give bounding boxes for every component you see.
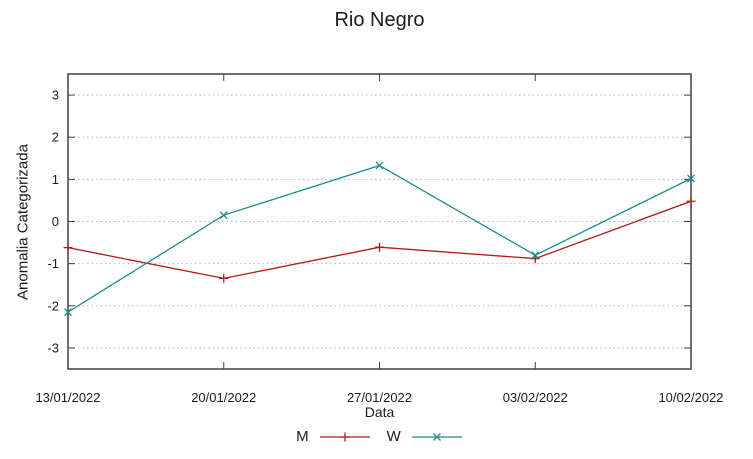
legend-label-w: W: [386, 428, 401, 445]
series-m-marker: [375, 242, 384, 252]
x-tick-label: 03/02/2022: [503, 390, 568, 405]
x-tick-label: 13/01/2022: [35, 390, 100, 405]
legend-sample-marker: [340, 432, 350, 441]
legend-label-m: M: [296, 428, 309, 445]
legend-sample-m-icon: [319, 432, 370, 441]
series-m-marker: [686, 196, 696, 206]
chart-title: Rio Negro: [334, 9, 425, 31]
y-tick-label: -3: [47, 340, 59, 355]
legend-item-w: W: [387, 428, 463, 445]
series-w-marker: [531, 251, 540, 260]
series-w-marker: [219, 211, 228, 220]
series-m-marker: [63, 243, 73, 253]
series-w-marker: [64, 308, 72, 317]
legend-sample-marker: [432, 432, 441, 441]
x-tick-label: 27/01/2022: [347, 390, 412, 405]
series-m-marker: [219, 273, 229, 283]
plot-frame: [67, 73, 692, 370]
legend: M W: [3, 428, 753, 445]
y-tick-label: 3: [52, 88, 59, 103]
series-w-marker: [687, 174, 695, 183]
x-axis-title: Data: [364, 404, 395, 420]
y-tick-label: -2: [47, 298, 59, 313]
series-w-marker: [375, 161, 384, 170]
legend-item-m: M: [296, 428, 371, 445]
series-w-line: [67, 164, 692, 313]
legend-sample-w-icon: [411, 432, 462, 441]
y-tick-label: 0: [52, 214, 59, 229]
x-tick-label: 10/02/2022: [658, 390, 723, 405]
series-m-line: [67, 200, 692, 280]
y-tick-label: -1: [47, 256, 59, 271]
x-tick-label: 20/01/2022: [191, 390, 256, 405]
y-tick-label: 2: [52, 130, 59, 145]
y-tick-label: 1: [52, 172, 59, 187]
